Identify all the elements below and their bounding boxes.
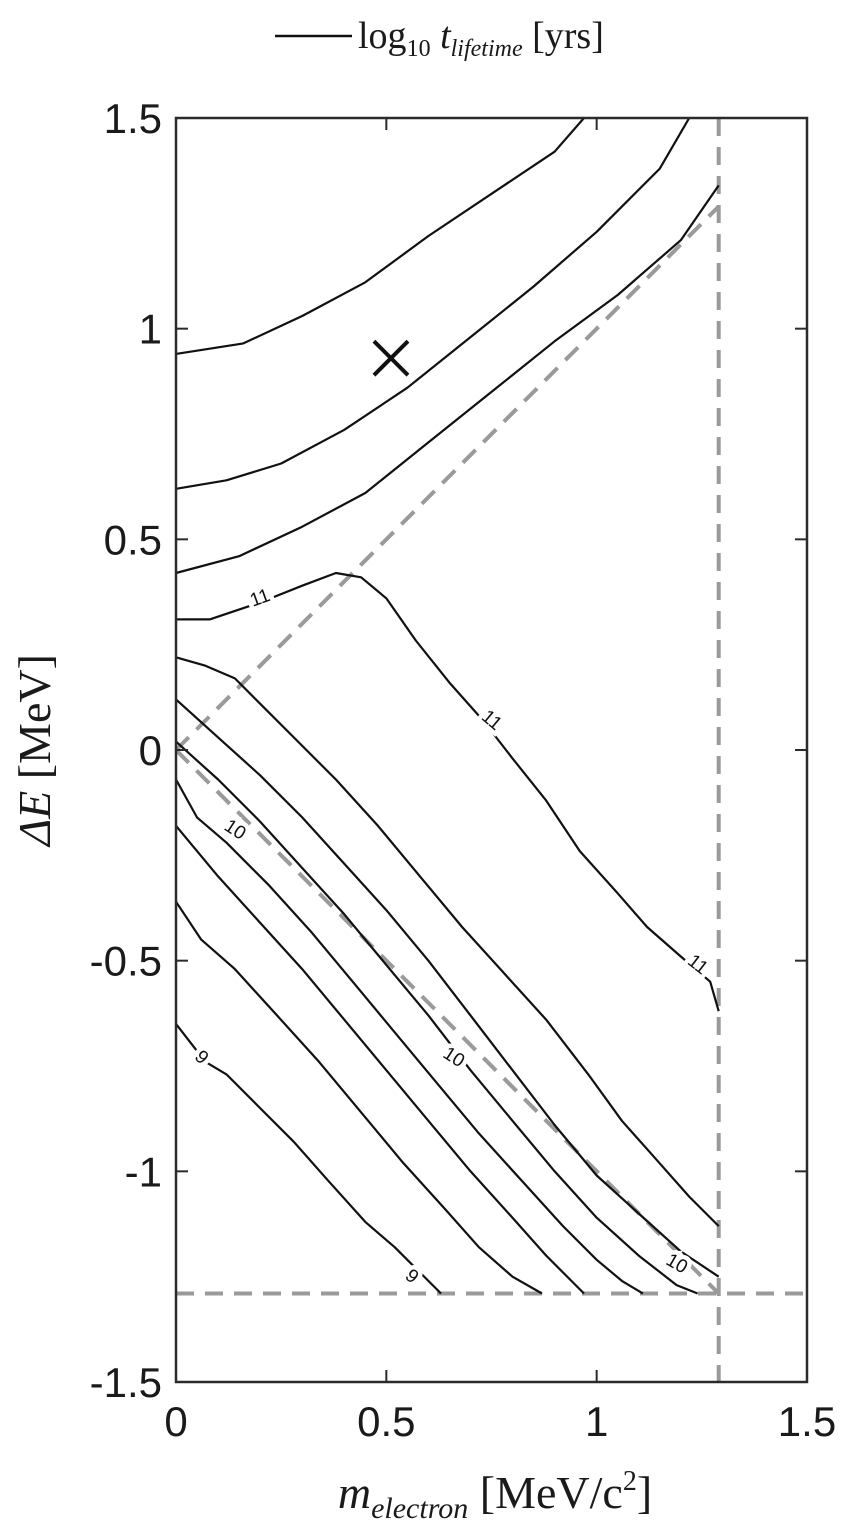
contour-line-4 xyxy=(176,571,720,1012)
y-tick-label: 1.5 xyxy=(104,95,162,142)
x-marker xyxy=(372,339,410,377)
contour-line-3 xyxy=(175,184,720,575)
x-tick-label: 0.5 xyxy=(357,1398,415,1445)
reference-line-1 xyxy=(174,205,721,752)
contour-label: 11 xyxy=(683,951,711,980)
contour-label: 9 xyxy=(401,1265,423,1288)
contour-label: 11 xyxy=(247,585,273,611)
contour-line-9 xyxy=(175,825,585,1295)
legend: log10 tlifetime [yrs] xyxy=(275,15,604,62)
x-tick-label: 1.5 xyxy=(778,1398,836,1445)
axes-frame xyxy=(174,116,809,1384)
contour-line-5 xyxy=(175,656,720,1227)
contour-label: 9 xyxy=(190,1046,212,1068)
y-axis-label: ΔE [MeV] xyxy=(9,654,60,848)
x-tick-label: 1 xyxy=(585,1398,608,1445)
x-axis-label: melectron [MeV/c2] xyxy=(338,1466,652,1522)
legend-entry: log10 tlifetime [yrs] xyxy=(358,15,604,62)
contour-line-2 xyxy=(175,117,691,490)
contour-label: 11 xyxy=(477,706,506,735)
contour-line-8 xyxy=(175,778,644,1295)
contour-line-6 xyxy=(175,698,720,1278)
contour-label: 10 xyxy=(662,1250,691,1279)
contour-line-1 xyxy=(175,117,585,355)
contour-label: 10 xyxy=(439,1043,468,1072)
y-tick-label: 0.5 xyxy=(104,516,162,563)
contour-line-10 xyxy=(175,901,543,1295)
contour-line-11 xyxy=(175,1023,442,1295)
contour-line-7 xyxy=(175,740,699,1295)
y-tick-label: 1 xyxy=(139,306,162,353)
y-tick-label: 0 xyxy=(139,727,162,774)
x-tick-label: 0 xyxy=(164,1398,187,1445)
y-tick-label: -0.5 xyxy=(90,938,162,985)
y-tick-label: -1.5 xyxy=(90,1359,162,1406)
y-tick-label: -1 xyxy=(125,1148,162,1195)
